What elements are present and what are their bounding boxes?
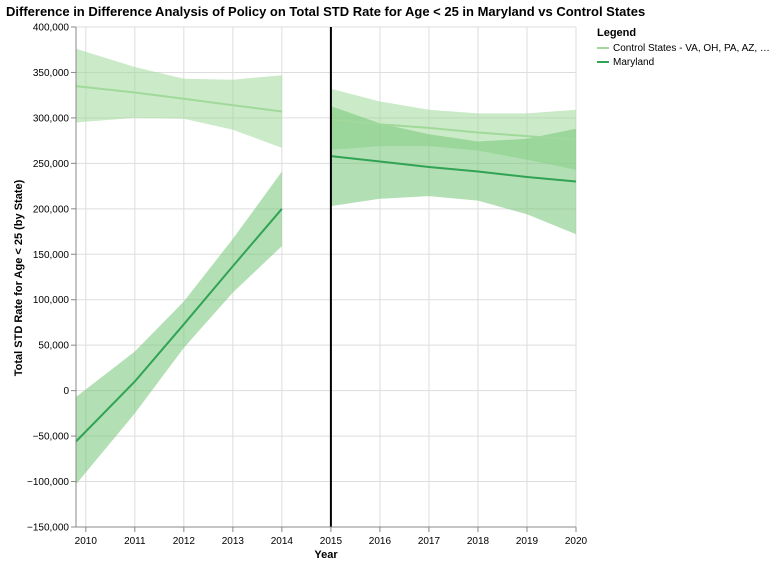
series-line-control-states-pre <box>75 85 283 113</box>
x-tick-label: 2010 <box>75 536 98 547</box>
x-tick-label: 2016 <box>369 536 392 547</box>
y-tick-label: 200,000 <box>33 204 70 215</box>
legend: Legend Control States - VA, OH, PA, AZ, … <box>597 27 770 68</box>
legend-title: Legend <box>597 27 636 39</box>
y-tick-label: −50,000 <box>33 432 70 443</box>
series-line-maryland-post <box>330 155 577 183</box>
x-tick-label: 2019 <box>516 536 539 547</box>
legend-entry-control-states: Control States - VA, OH, PA, AZ, … <box>597 43 770 54</box>
axes: −150,000 −100,000 −50,000 0 50,000 100,000 150… <box>27 23 588 548</box>
series-line-control-states-post <box>330 118 577 141</box>
x-tick-label: 2013 <box>222 536 245 547</box>
confidence-band-maryland-pre <box>76 171 282 485</box>
y-tick-label: 250,000 <box>33 159 70 170</box>
x-tick-label: 2014 <box>271 536 294 547</box>
x-tick-label: 2017 <box>418 536 441 547</box>
y-tick-label: 0 <box>63 386 69 397</box>
x-tick-label: 2020 <box>565 536 588 547</box>
x-axis-title: Year <box>314 549 338 561</box>
x-tick-label: 2018 <box>467 536 490 547</box>
legend-entry-maryland: Maryland <box>597 57 654 68</box>
y-tick-label: 50,000 <box>38 341 69 352</box>
y-tick-label: 100,000 <box>33 295 70 306</box>
chart-title: Difference in Difference Analysis of Pol… <box>6 4 645 19</box>
y-tick-label: 400,000 <box>33 23 70 34</box>
x-tick-label: 2011 <box>124 536 146 547</box>
y-tick-label: −100,000 <box>27 477 69 488</box>
x-tick-label: 2012 <box>173 536 196 547</box>
y-tick-label: −150,000 <box>27 523 69 534</box>
y-tick-label: 150,000 <box>33 250 70 261</box>
period-gap <box>283 28 330 527</box>
legend-label-control-states: Control States - VA, OH, PA, AZ, … <box>613 43 770 54</box>
x-tick-label: 2015 <box>320 536 343 547</box>
y-tick-label: 350,000 <box>33 68 70 79</box>
series-lines <box>75 27 577 527</box>
y-axis-title: Total STD Rate for Age < 25 (by State) <box>13 179 25 376</box>
y-tick-label: 300,000 <box>33 113 70 124</box>
legend-label-maryland: Maryland <box>613 57 654 68</box>
series-line-maryland-pre <box>75 208 283 443</box>
